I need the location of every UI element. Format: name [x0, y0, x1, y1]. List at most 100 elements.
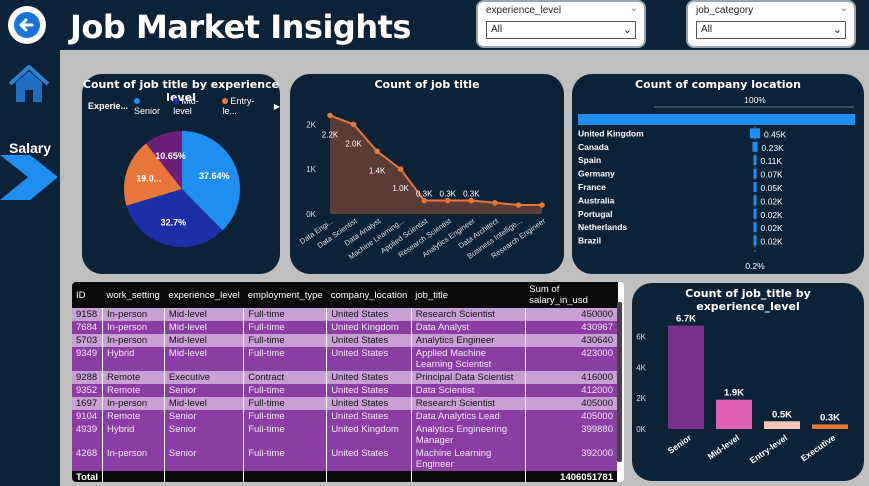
hbar-bar[interactable] [753, 168, 757, 179]
table-row[interactable]: 4268 In-person Senior Full-time United State… [72, 447, 619, 471]
series-line [329, 114, 542, 207]
data-point[interactable] [444, 197, 451, 204]
hbar-bar[interactable] [753, 222, 757, 233]
home-icon[interactable] [6, 62, 52, 108]
y-tick-label: 0K [636, 425, 646, 434]
x-tick-label: Entry-level [748, 432, 789, 465]
col-header-work-setting[interactable]: work_setting [102, 282, 165, 308]
legend-item-mid-level[interactable]: Mid-level [173, 96, 216, 116]
hbar-bar[interactable] [753, 235, 757, 246]
experience-level-slicer[interactable]: experience_level ⌄ All ⌄ [476, 0, 646, 48]
legend-label: Mid-level [173, 96, 199, 116]
table-row[interactable]: 9288 Remote Executive Contract United States… [72, 371, 619, 384]
table-row[interactable]: 9352 Remote Senior Full-time United States Da… [72, 384, 619, 397]
pie-slice-entry-level[interactable] [124, 143, 182, 206]
col-header-employment-type[interactable]: employment_type [243, 282, 327, 308]
chevron-up-icon[interactable]: ⌄ [839, 3, 848, 14]
back-button[interactable] [8, 6, 46, 44]
chevron-right-icon[interactable] [0, 155, 60, 200]
hbar-value-label: 0.23K [762, 143, 785, 153]
data-point[interactable] [421, 197, 428, 204]
legend-item-senior[interactable]: Senior [134, 96, 167, 116]
data-label: 0.3K [440, 190, 457, 199]
vbar-data-label: 0.3K [820, 412, 840, 423]
table-cell: 430640 [525, 334, 619, 347]
pie-legend: Experie... Senior Mid-level Entry-le... … [88, 96, 280, 116]
table-cell: In-person [102, 447, 165, 471]
col-header-experience-level[interactable]: experience_level [164, 282, 244, 308]
job-category-slicer[interactable]: job_category ⌄ All ⌄ [686, 0, 856, 48]
percent-bottom-label: 0.2% [745, 261, 765, 271]
experience-level-select[interactable]: All ⌄ [486, 21, 636, 39]
data-point[interactable] [468, 197, 475, 204]
total-empty-cell [411, 471, 526, 482]
table-cell: 9352 [72, 384, 103, 397]
data-point[interactable] [515, 202, 522, 208]
table-cell: Full-time [243, 347, 328, 371]
vbar-bar-senior[interactable] [668, 325, 704, 429]
vbar-bar-entry-level[interactable] [764, 421, 800, 429]
hbar-bar[interactable] [752, 141, 758, 152]
table-cell: Mid-level [164, 334, 245, 347]
table-cell: United States [326, 371, 412, 384]
table-cell: Executive [164, 371, 245, 384]
table-cell: In-person [102, 334, 165, 347]
table-cell: Research Scientist [411, 397, 526, 410]
table-cell: Full-time [243, 384, 328, 397]
hbar-bar[interactable] [750, 128, 760, 139]
table-cell: United States [326, 447, 412, 471]
vbar-chart: 6K 4K 2K 0K 6.7K Senior 1.9K Mid-level 0.5K Entry… [636, 314, 848, 466]
hbar-bar[interactable] [578, 114, 855, 125]
data-point[interactable] [374, 148, 380, 155]
col-header-company-location[interactable]: company_location [326, 282, 412, 308]
legend-item-entry-level[interactable]: Entry-le... [222, 96, 268, 116]
col-header-id[interactable]: ID [72, 282, 103, 308]
pie-slice-executive[interactable] [146, 131, 182, 189]
table-cell: Machine Learning Engineer [411, 447, 526, 471]
job-category-select[interactable]: All ⌄ [696, 21, 846, 39]
hbar-bar[interactable] [753, 208, 757, 219]
table-scrollbar[interactable] [617, 302, 622, 462]
percent-top-label: 100% [744, 95, 766, 105]
pie-slice-senior[interactable] [182, 131, 240, 231]
table-row[interactable]: 1697 In-person Mid-level Full-time United St… [72, 397, 619, 410]
hbar-bar[interactable] [753, 195, 757, 206]
table-total-row: Total 1406051781 [72, 471, 619, 482]
hbar-bar[interactable] [753, 182, 757, 192]
data-point[interactable] [539, 202, 545, 208]
table-cell: In-person [102, 397, 165, 410]
table-cell: Full-time [243, 423, 328, 447]
data-point[interactable] [397, 166, 404, 172]
table-cell: Senior [164, 423, 245, 447]
hbar-bar[interactable] [753, 155, 757, 166]
total-empty-cell [243, 471, 328, 482]
legend-title: Experie... [88, 101, 129, 111]
table-cell: Data Scientist [411, 384, 526, 397]
table-cell: In-person [102, 321, 165, 334]
arrow-left-icon [14, 12, 40, 38]
table-row[interactable]: 7684 In-person Mid-level Full-time United Ki… [72, 321, 619, 334]
col-header-salary[interactable]: Sum of salary_in_usd [525, 282, 618, 308]
hbar-category-label: France [578, 182, 606, 192]
vbar-data-label: 1.9K [724, 388, 744, 399]
table-row[interactable]: 9158 In-person Mid-level Full-time United St… [72, 308, 619, 321]
chevron-up-icon[interactable]: ⌄ [629, 3, 638, 14]
table-cell: Principal Data Scientist [411, 371, 526, 384]
pie-chart-card: Count of job title by experience level E… [82, 74, 280, 274]
salary-nav-label[interactable]: Salary [9, 140, 52, 156]
col-header-job-title[interactable]: job_title [411, 282, 526, 308]
table-row[interactable]: 9349 Hybrid Mid-level Full-time United State… [72, 347, 619, 371]
legend-next-icon[interactable]: ▶ [273, 101, 280, 111]
vbar-bar-executive[interactable] [812, 424, 848, 429]
pie-slice-mid-level[interactable] [126, 189, 223, 247]
chevron-down-icon[interactable]: ⌄ [832, 24, 842, 36]
chevron-down-icon[interactable]: ⌄ [622, 24, 632, 36]
vbar-bar-mid-level[interactable] [716, 399, 752, 429]
table-row[interactable]: 5703 In-person Mid-level Full-time United St… [72, 334, 619, 347]
data-point[interactable] [492, 200, 498, 206]
data-point[interactable] [327, 112, 333, 119]
table-row[interactable]: 9104 Remote Senior Full-time United States Da… [72, 410, 619, 423]
data-point[interactable] [350, 121, 357, 128]
table-row[interactable]: 4939 Hybrid Senior Full-time United Kingdom A… [72, 423, 619, 447]
vbar-data-label: 0.5K [772, 409, 792, 420]
